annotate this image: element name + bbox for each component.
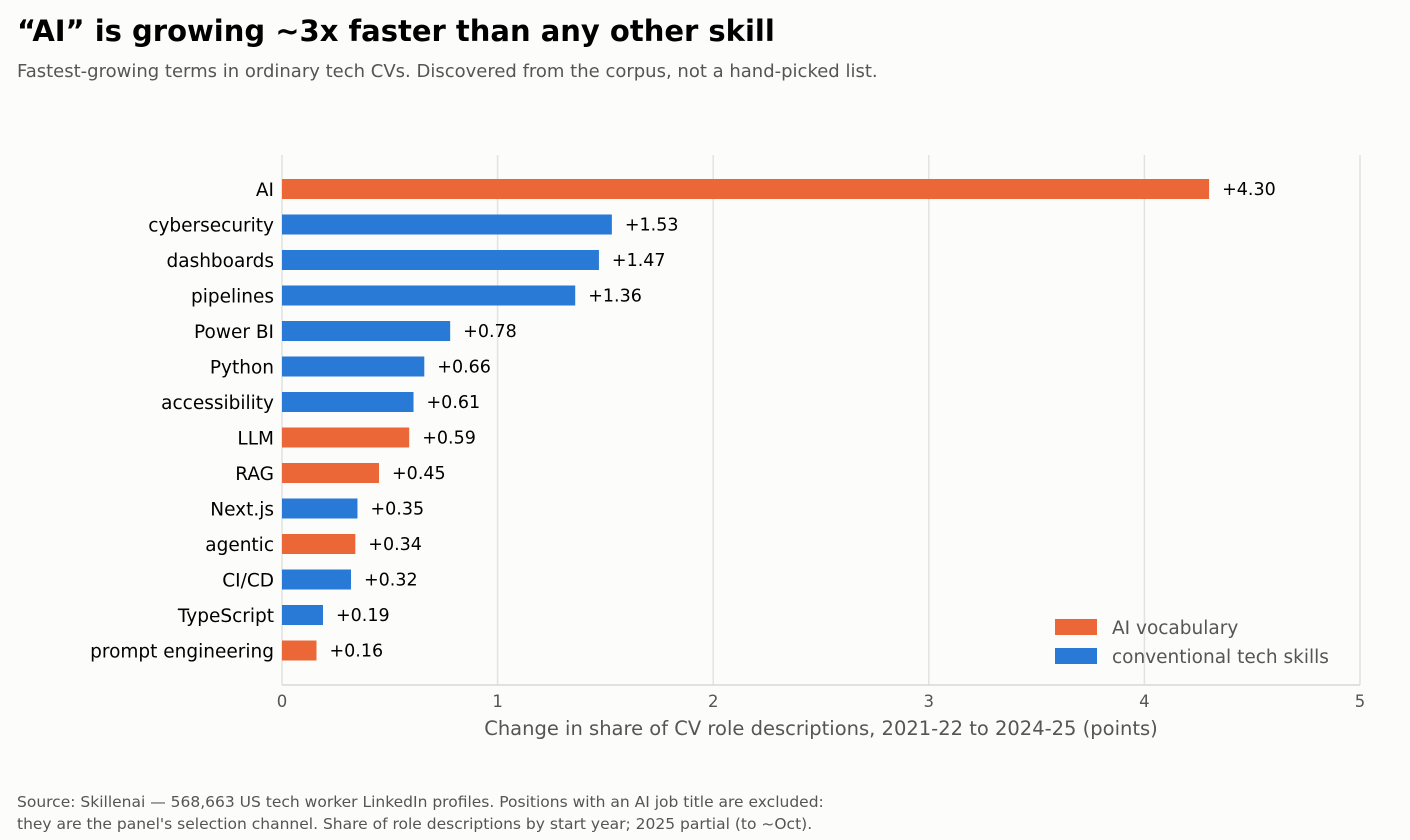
data-label: +0.59 xyxy=(422,429,476,449)
bar xyxy=(282,392,414,412)
category-label: CI/CD xyxy=(222,571,274,592)
source-note: Source: Skillenai — 568,663 US tech work… xyxy=(17,793,824,833)
category-label: Power BI xyxy=(194,322,274,343)
legend-swatch-conventional xyxy=(1055,648,1097,664)
legend-label-ai: AI vocabulary xyxy=(1112,618,1238,639)
category-label: prompt engineering xyxy=(90,642,274,663)
data-label: +0.78 xyxy=(463,322,517,342)
x-tick-label: 2 xyxy=(708,692,719,711)
bar xyxy=(282,214,612,235)
bar xyxy=(282,569,351,590)
x-tick-label: 3 xyxy=(924,692,935,711)
data-label: +0.19 xyxy=(336,606,390,626)
x-tick-label: 1 xyxy=(492,692,503,711)
data-label: +0.45 xyxy=(392,464,446,484)
bar-chart: 0 1 2 3 4 5 AI +4.30 cybersecurity +1.53 dashboard… xyxy=(90,155,1366,740)
category-label: agentic xyxy=(205,535,274,556)
bar xyxy=(282,179,1210,199)
category-label: TypeScript xyxy=(177,606,274,627)
category-label: cybersecurity xyxy=(148,216,274,237)
data-label: +0.35 xyxy=(370,500,424,520)
bar xyxy=(282,250,599,270)
x-tick-label: 0 xyxy=(277,692,288,711)
chart-title: “AI” is growing ~3x faster than any othe… xyxy=(17,14,775,48)
data-label: +4.30 xyxy=(1222,180,1276,200)
bar xyxy=(282,427,410,448)
bar xyxy=(282,463,380,483)
data-label: +1.53 xyxy=(625,216,679,236)
bar xyxy=(282,285,576,306)
bar xyxy=(282,640,317,661)
data-label: +0.61 xyxy=(427,393,481,413)
bar xyxy=(282,605,323,625)
bar xyxy=(282,321,451,341)
data-label: +0.16 xyxy=(329,642,383,662)
x-tick-label: 5 xyxy=(1355,692,1366,711)
bar xyxy=(282,534,356,554)
category-label: LLM xyxy=(237,429,274,450)
bar xyxy=(282,356,425,377)
legend-label-conventional: conventional tech skills xyxy=(1112,647,1329,668)
x-axis-label: Change in share of CV role descriptions,… xyxy=(484,717,1158,740)
data-label: +0.66 xyxy=(437,358,491,378)
category-label: dashboards xyxy=(166,251,274,272)
category-label: Next.js xyxy=(210,500,274,521)
category-label: accessibility xyxy=(161,393,274,414)
data-label: +0.34 xyxy=(368,535,422,555)
data-label: +1.47 xyxy=(612,251,666,271)
category-label: Python xyxy=(210,358,274,379)
category-label: AI xyxy=(256,180,274,201)
category-label: RAG xyxy=(235,464,274,485)
chart-subtitle: Fastest-growing terms in ordinary tech C… xyxy=(17,61,878,82)
data-label: +0.32 xyxy=(364,571,418,591)
data-label: +1.36 xyxy=(588,287,642,307)
x-tick-label: 4 xyxy=(1139,692,1150,711)
legend-swatch-ai xyxy=(1055,619,1097,635)
bar xyxy=(282,498,358,519)
category-label: pipelines xyxy=(191,287,274,308)
